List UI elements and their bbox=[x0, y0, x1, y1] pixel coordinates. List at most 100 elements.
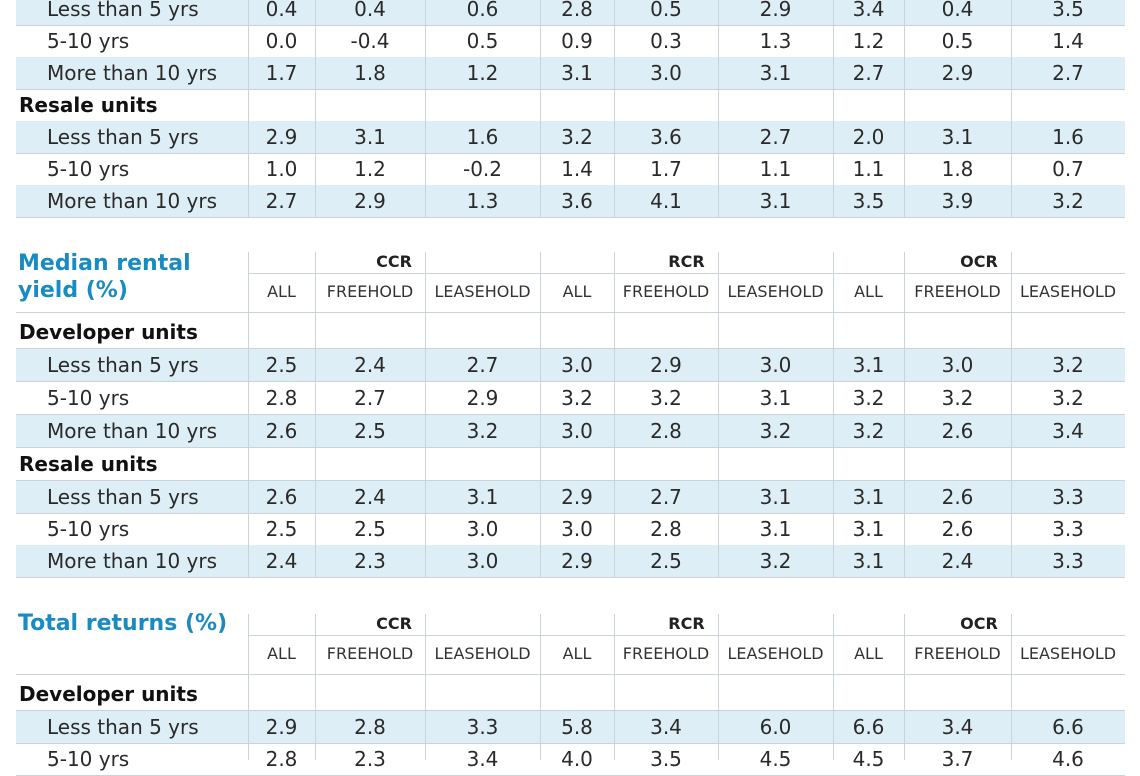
region-header: OCR bbox=[960, 252, 998, 271]
table-cell: 2.6 bbox=[941, 485, 974, 509]
column-divider bbox=[1011, 614, 1012, 760]
group-row: Developer units bbox=[16, 316, 1125, 349]
group-row: Resale units bbox=[16, 89, 1125, 122]
table-cell: 3.2 bbox=[561, 386, 593, 410]
table-cell: 4.0 bbox=[561, 747, 593, 771]
table-cell: 2.9 bbox=[941, 61, 974, 85]
table-cell: 3.5 bbox=[852, 189, 885, 213]
table-cell: 2.5 bbox=[650, 549, 682, 573]
column-divider bbox=[1011, 0, 1012, 217]
table-cell: 3.0 bbox=[941, 353, 974, 377]
group-label: Resale units bbox=[19, 452, 158, 476]
column-header: ALL bbox=[562, 282, 592, 301]
column-header: ALL bbox=[854, 644, 883, 663]
table-cell: 0.5 bbox=[941, 29, 974, 53]
table-cell: 1.2 bbox=[466, 61, 499, 85]
table-cell: 4.6 bbox=[1052, 747, 1084, 771]
column-divider bbox=[1011, 252, 1012, 577]
column-header: LEASEHOLD bbox=[1019, 282, 1117, 301]
table-cell: 0.4 bbox=[941, 0, 974, 21]
row-label: Less than 5 yrs bbox=[47, 715, 199, 739]
table-cell: 4.5 bbox=[852, 747, 885, 771]
table-cell: 2.7 bbox=[354, 386, 386, 410]
table-cell: 3.1 bbox=[852, 353, 885, 377]
column-divider bbox=[833, 614, 834, 760]
table-cell: 3.2 bbox=[852, 386, 885, 410]
table-row: Less than 5 yrs 2.5 2.4 2.7 3.0 2.9 3.0 3.1 3.0 3… bbox=[16, 349, 1125, 382]
table-cell: 3.2 bbox=[1052, 353, 1084, 377]
region-header: RCR bbox=[668, 252, 705, 271]
table-cell: 4.1 bbox=[650, 189, 682, 213]
table-cell: 2.5 bbox=[354, 517, 386, 541]
table-row: 5-10 yrs 2.5 2.5 3.0 3.0 2.8 3.1 3.1 2.6 3.3 bbox=[16, 513, 1125, 546]
table-cell: 3.5 bbox=[650, 747, 682, 771]
column-divider bbox=[248, 0, 249, 217]
table-cell: 3.0 bbox=[759, 353, 792, 377]
table-row: Less than 5 yrs 2.6 2.4 3.1 2.9 2.7 3.1 3.1 2.6 3… bbox=[16, 481, 1125, 514]
table-cell: 3.5 bbox=[1052, 0, 1084, 21]
table-cell: 1.3 bbox=[466, 189, 499, 213]
table-cell: 2.0 bbox=[852, 125, 885, 149]
header-divider bbox=[248, 635, 1125, 636]
column-header: FREEHOLD bbox=[326, 282, 414, 301]
table-cell: 2.9 bbox=[561, 549, 593, 573]
table-cell: -0.2 bbox=[462, 157, 503, 181]
table-cell: 2.8 bbox=[265, 747, 298, 771]
table-cell: 3.1 bbox=[466, 485, 499, 509]
row-label: More than 10 yrs bbox=[47, 61, 218, 85]
column-header: LEASEHOLD bbox=[727, 282, 824, 301]
table-cell: 2.7 bbox=[1052, 61, 1084, 85]
column-divider bbox=[614, 252, 615, 577]
table-cell: 3.0 bbox=[561, 517, 593, 541]
table-cell: 1.2 bbox=[852, 29, 885, 53]
table-cell: 2.4 bbox=[265, 549, 298, 573]
table-cell: 3.9 bbox=[941, 189, 974, 213]
table-row: Less than 5 yrs 0.4 0.4 0.6 2.8 0.5 2.9 3.4 0.4 3… bbox=[16, 0, 1125, 26]
table-cell: 3.7 bbox=[941, 747, 974, 771]
table-cell: 3.1 bbox=[941, 125, 974, 149]
table-cell: 2.5 bbox=[265, 517, 298, 541]
table-cell: 1.1 bbox=[759, 157, 792, 181]
table-cell: 3.6 bbox=[561, 189, 593, 213]
table-cell: 1.4 bbox=[561, 157, 593, 181]
header-divider bbox=[248, 273, 1125, 274]
table-cell: 3.1 bbox=[759, 485, 792, 509]
table-cell: 2.6 bbox=[265, 419, 298, 443]
table-cell: 0.7 bbox=[1052, 157, 1084, 181]
section-title: Total returns (%) bbox=[18, 611, 228, 636]
column-divider bbox=[248, 614, 249, 760]
region-header: CCR bbox=[376, 252, 412, 271]
table-cell: 3.2 bbox=[466, 419, 499, 443]
table-cell: 1.7 bbox=[650, 157, 682, 181]
table-cell: 0.4 bbox=[354, 0, 386, 21]
table-cell: 2.6 bbox=[265, 485, 298, 509]
column-divider bbox=[614, 614, 615, 760]
table-cell: 3.1 bbox=[852, 517, 885, 541]
column-divider bbox=[315, 614, 316, 760]
column-header: ALL bbox=[267, 644, 296, 663]
group-row: Resale units bbox=[16, 448, 1125, 481]
column-header: LEASEHOLD bbox=[1019, 644, 1117, 663]
table-row: More than 10 yrs 1.7 1.8 1.2 3.1 3.0 3.1 2.7 2.9… bbox=[16, 57, 1125, 90]
table-cell: 2.3 bbox=[354, 747, 386, 771]
column-header: ALL bbox=[267, 282, 296, 301]
column-header: LEASEHOLD bbox=[434, 644, 531, 663]
column-header: LEASEHOLD bbox=[434, 282, 531, 301]
table-cell: 2.4 bbox=[941, 549, 974, 573]
table-cell: 3.0 bbox=[650, 61, 682, 85]
table-cell: 3.1 bbox=[852, 549, 885, 573]
table-cell: 2.9 bbox=[561, 485, 593, 509]
table-cell: 6.0 bbox=[759, 715, 792, 739]
column-divider bbox=[614, 0, 615, 217]
table-cell: 1.8 bbox=[941, 157, 974, 181]
row-label: More than 10 yrs bbox=[47, 419, 218, 443]
row-label: Less than 5 yrs bbox=[47, 0, 199, 21]
table-cell: 3.3 bbox=[466, 715, 499, 739]
row-label: More than 10 yrs bbox=[47, 549, 218, 573]
column-divider bbox=[315, 0, 316, 217]
table-cell: 1.8 bbox=[354, 61, 386, 85]
table-cell: 3.2 bbox=[759, 419, 792, 443]
table-cell: 1.7 bbox=[265, 61, 298, 85]
table-cell: 5.8 bbox=[561, 715, 593, 739]
table-cell: 3.4 bbox=[650, 715, 682, 739]
